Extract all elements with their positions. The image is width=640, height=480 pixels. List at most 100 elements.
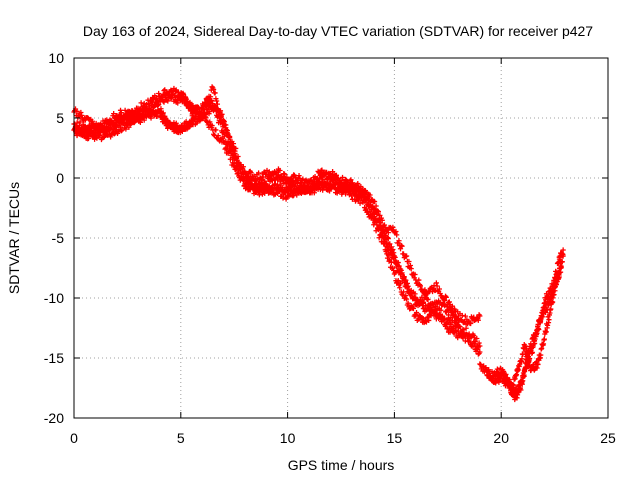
data-point-trail [271, 175, 277, 181]
data-point-trail [277, 167, 283, 174]
data-point-trail [214, 98, 220, 104]
data-point-trail [156, 90, 162, 97]
data-point-trail [411, 294, 417, 301]
data-point-trail [475, 344, 481, 350]
data-point-trail [424, 305, 430, 311]
data-point-trail [346, 192, 352, 198]
data-point-trail [262, 171, 269, 177]
data-point-trail [444, 308, 450, 314]
data-point-trail [348, 182, 354, 189]
data-point-trail [216, 109, 222, 115]
y-tick-label: 10 [48, 50, 64, 66]
data-point-trail [300, 176, 306, 182]
data-point-trail [391, 250, 397, 256]
data-point-trail [117, 107, 124, 113]
data-point-trail [264, 185, 270, 191]
data-point-trail [290, 193, 296, 199]
data-point-trail [313, 176, 320, 182]
data-point-trail [78, 109, 84, 116]
data-point-trail [443, 294, 449, 300]
data-point-trail [79, 112, 85, 119]
data-point-trail [357, 200, 363, 206]
data-point-trail [209, 122, 215, 129]
data-point-trail [209, 84, 215, 90]
data-point-trail [520, 374, 526, 381]
data-point-trail [476, 350, 482, 357]
data-point-trail [249, 182, 255, 188]
data-point-trail [525, 354, 531, 360]
data-point-trail [106, 122, 112, 128]
series-track-7 [502, 253, 566, 392]
data-point-trail [233, 166, 239, 173]
data-point-trail [470, 344, 476, 350]
data-point-trail [476, 340, 482, 346]
data-point-trail [388, 244, 394, 250]
data-point-trail [396, 264, 402, 270]
data-point-trail [474, 343, 481, 349]
data-point-trail [524, 353, 531, 359]
data-point-trail [227, 133, 233, 140]
data-point-trail [423, 318, 429, 324]
data-point-trail [397, 285, 403, 291]
data-point-trail [516, 382, 522, 388]
y-tick-label: -20 [44, 410, 64, 426]
data-point-trail [235, 170, 241, 176]
data-point-trail [526, 358, 532, 364]
data-point-trail [436, 286, 443, 292]
data-point-trail [541, 336, 547, 342]
data-point-trail [385, 235, 391, 242]
data-point-trail [519, 378, 525, 384]
data-point-trail [355, 180, 361, 187]
data-point-trail [352, 186, 358, 192]
data-point-trail [101, 134, 107, 140]
data-point-trail [551, 292, 557, 298]
data-point-trail [534, 365, 540, 371]
data-point-trail [460, 335, 466, 341]
data-point-trail [408, 266, 414, 272]
data-point-trail [156, 101, 162, 108]
data-point-trail [503, 371, 509, 378]
data-point-trail [438, 307, 444, 313]
data-point-trail [367, 192, 373, 198]
data-point-trail [323, 169, 330, 175]
data-point-trail [354, 183, 360, 189]
data-point-trail [436, 311, 443, 317]
data-point-trail [161, 99, 167, 105]
data-point-trail [248, 170, 254, 176]
data-point-trail [376, 216, 382, 223]
data-point-trail [112, 121, 118, 127]
data-point-trail [224, 128, 230, 134]
data-point-trail [451, 312, 457, 318]
data-point-trail [256, 170, 262, 176]
data-point-trail [398, 242, 404, 249]
data-point-trail [223, 127, 230, 133]
y-tick-label: -10 [44, 290, 64, 306]
data-point-trail [400, 289, 407, 295]
data-point-trail [556, 270, 563, 276]
data-point-trail [449, 303, 455, 309]
data-point-trail [212, 90, 218, 96]
y-tick-label: -15 [44, 350, 64, 366]
data-point-trail [330, 178, 336, 184]
data-point-trail [250, 176, 256, 182]
data-point-trail [233, 165, 240, 172]
data-point [477, 361, 483, 367]
data-point-trail [404, 284, 410, 290]
data-point-trail [462, 313, 468, 319]
data-point-trail [544, 322, 551, 328]
data-point-trail [244, 180, 250, 186]
y-tick-label: 5 [56, 110, 64, 126]
data-point-trail [117, 124, 124, 130]
data-point-trail [305, 185, 311, 191]
data-point-trail [109, 119, 115, 126]
data-point-trail [269, 177, 275, 184]
data-point-trail [189, 113, 195, 119]
data-point-trail [374, 211, 380, 218]
data-point-trail [330, 169, 336, 175]
data-point-trail [472, 338, 478, 344]
data-point-trail [554, 279, 560, 285]
data-point-trail [249, 183, 256, 189]
data-point-trail [538, 352, 544, 358]
data-point-trail [311, 190, 317, 196]
data-point-trail [343, 182, 349, 188]
